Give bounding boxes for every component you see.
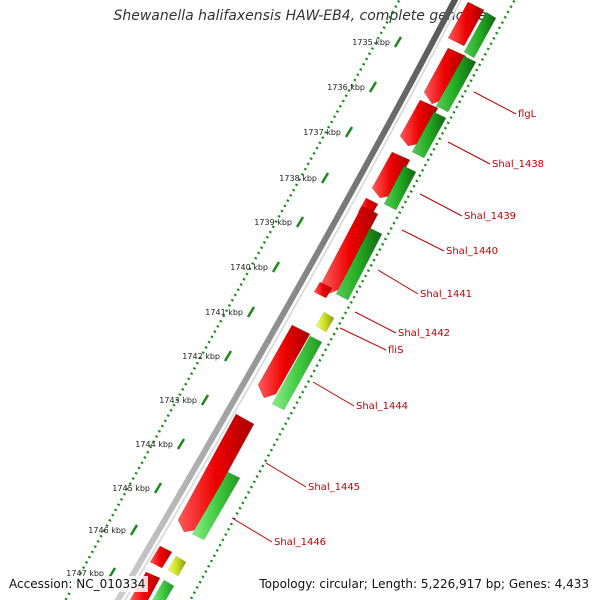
gene-leader-line	[401, 229, 445, 252]
cds-feature	[152, 579, 175, 600]
tick-label: 1741 kbp	[205, 308, 243, 317]
gene-leader-line	[447, 141, 491, 165]
tick-label: 1739 kbp	[254, 218, 292, 227]
gene-label: Shal_1444	[356, 401, 408, 412]
tick-label: 1738 kbp	[279, 174, 317, 183]
tick-label: 1737 kbp	[303, 128, 341, 137]
gene-labels: flgL Shal_1438 Shal_1439 Shal_1440 Shal_1441…	[231, 91, 544, 548]
genome-backbone-shadow	[123, 0, 462, 600]
tick-label: 1745 kbp	[112, 484, 150, 493]
cds-feature	[383, 165, 417, 211]
gene-features	[129, 1, 497, 600]
cds-feature	[411, 111, 447, 159]
inner-dotted-ring	[64, 0, 401, 600]
accession-text: Accession: NC_010334	[6, 576, 149, 592]
tick-mark	[295, 216, 305, 228]
gene-label: flgL	[518, 109, 537, 120]
tick-label: 1742 kbp	[182, 352, 220, 361]
cds-feature	[191, 471, 241, 541]
gene-label: Shal_1446	[274, 537, 326, 548]
gene-label: Shal_1439	[464, 211, 516, 222]
gene-label: Shal_1440	[446, 246, 498, 257]
gene-label: fliS	[388, 345, 403, 356]
gene-label: Shal_1438	[492, 159, 544, 170]
tick-mark	[153, 482, 163, 494]
tick-mark	[176, 438, 186, 450]
gene-leader-line	[419, 193, 463, 217]
accession-value: NC_010334	[76, 577, 146, 591]
tick-mark	[320, 172, 330, 184]
gene-label: Shal_1441	[420, 289, 472, 300]
tick-mark	[129, 524, 139, 536]
cds-feature	[149, 545, 173, 569]
gene-leader-line	[473, 91, 517, 115]
gene-label: Shal_1442	[398, 328, 450, 339]
cds-feature	[447, 1, 485, 47]
tick-mark	[368, 81, 378, 93]
tick-mark	[223, 350, 233, 362]
gene-leader-line	[377, 269, 419, 295]
cds-feature	[463, 11, 497, 59]
tick-label: 1747 kbp	[66, 569, 104, 578]
gene-leader-line	[265, 462, 307, 488]
tick-label: 1740 kbp	[230, 263, 268, 272]
cds-feature	[435, 55, 477, 113]
cds-feature	[177, 413, 255, 533]
cds-feature	[313, 281, 333, 299]
accession-label: Accession:	[9, 577, 73, 591]
tick-mark	[246, 306, 256, 318]
tick-mark	[271, 261, 281, 273]
fliS-feature	[315, 311, 335, 333]
cds-feature	[271, 335, 323, 411]
tick-label: 1743 kbp	[159, 396, 197, 405]
gene-leader-line	[312, 381, 355, 407]
gene-leader-line	[231, 517, 273, 543]
tick-mark	[393, 36, 403, 48]
tick-label: 1746 kbp	[88, 526, 126, 535]
topology-text: Topology: circular; Length: 5,226,917 bp…	[256, 576, 592, 592]
tick-label: 1736 kbp	[327, 83, 365, 92]
tick-mark	[344, 126, 354, 138]
tick-mark	[200, 394, 210, 406]
gene-leader-line	[354, 311, 397, 334]
cds-feature	[167, 555, 187, 577]
gene-leader-line	[339, 327, 387, 351]
tick-label: 1735 kbp	[352, 38, 390, 47]
gene-label: Shal_1445	[308, 482, 360, 493]
genome-backbone	[114, 0, 459, 600]
tick-label: 1744 kbp	[135, 440, 173, 449]
cds-feature	[257, 324, 311, 399]
cds-feature	[335, 227, 383, 301]
tick-marks: 1735 kbp 1736 kbp 1737 kbp 1738 kbp 1739 kbp…	[66, 36, 403, 579]
